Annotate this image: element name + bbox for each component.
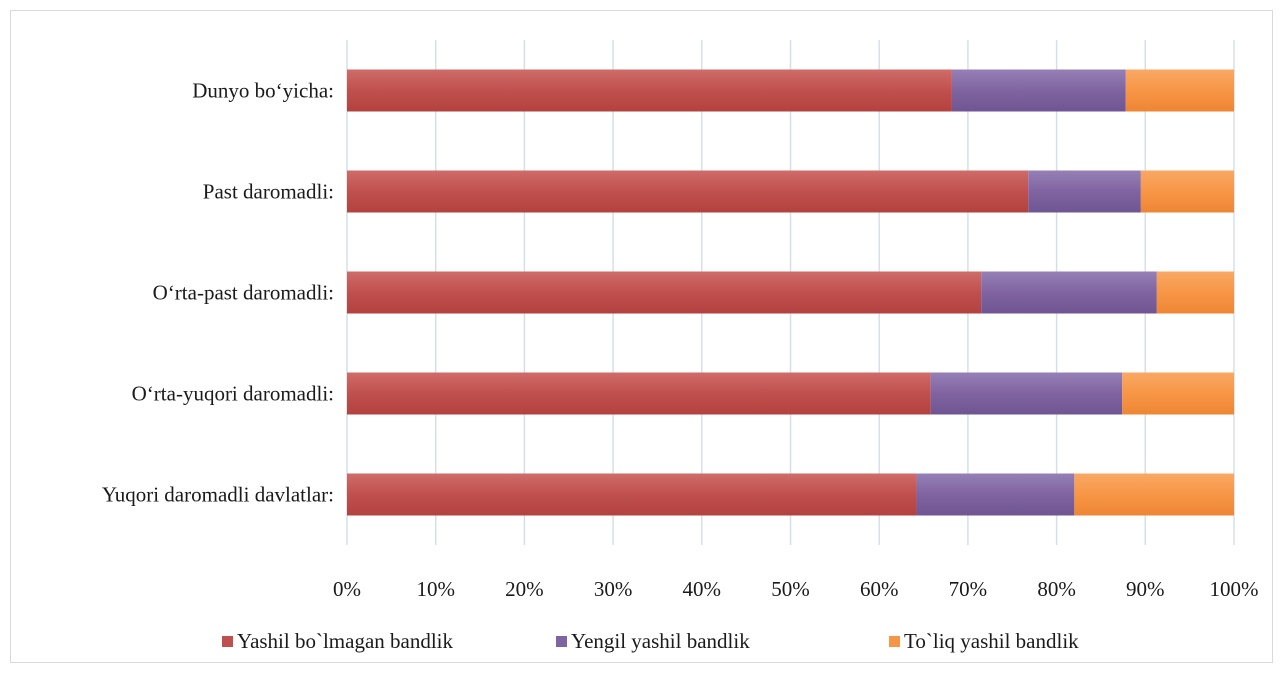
bar-segment bbox=[1140, 170, 1234, 213]
legend-label: Yengil yashil bandlik bbox=[571, 629, 750, 653]
bar-segment bbox=[347, 372, 931, 415]
bar-segment bbox=[347, 473, 917, 516]
bar-segment bbox=[1028, 170, 1141, 213]
x-tick-label: 40% bbox=[683, 577, 722, 601]
x-tick-label: 10% bbox=[416, 577, 455, 601]
bar-segment bbox=[1156, 271, 1234, 314]
chart-frame bbox=[10, 10, 1273, 663]
bar-segment bbox=[930, 372, 1123, 415]
legend-swatch bbox=[556, 636, 567, 647]
legend-label: Yashil bo`lmagan bandlik bbox=[237, 629, 454, 653]
x-tick-label: 70% bbox=[949, 577, 988, 601]
category-label: O‘rta-yuqori daromadli: bbox=[132, 382, 334, 406]
bar-segment bbox=[1074, 473, 1234, 516]
category-label: Past daromadli: bbox=[203, 180, 334, 204]
bar-segment bbox=[951, 69, 1126, 112]
x-tick-label: 50% bbox=[771, 577, 810, 601]
bar-segment bbox=[347, 69, 952, 112]
category-label: Dunyo bo‘yicha: bbox=[192, 79, 334, 103]
bar-segment bbox=[1125, 69, 1234, 112]
x-tick-label: 80% bbox=[1037, 577, 1076, 601]
bar-segment bbox=[916, 473, 1075, 516]
category-label: Yuqori daromadli davlatlar: bbox=[102, 483, 334, 507]
bar-segment bbox=[347, 271, 982, 314]
legend-label: To`liq yashil bandlik bbox=[904, 629, 1079, 653]
legend-swatch bbox=[222, 636, 233, 647]
x-tick-label: 30% bbox=[594, 577, 633, 601]
bar-segment bbox=[1122, 372, 1234, 415]
bar-segment bbox=[981, 271, 1157, 314]
category-label: O‘rta-past daromadli: bbox=[153, 281, 334, 305]
x-tick-label: 60% bbox=[860, 577, 899, 601]
legend-swatch bbox=[889, 636, 900, 647]
bar-segment bbox=[347, 170, 1029, 213]
x-tick-label: 20% bbox=[505, 577, 544, 601]
x-tick-label: 90% bbox=[1126, 577, 1165, 601]
x-tick-label: 100% bbox=[1210, 577, 1259, 601]
x-tick-label: 0% bbox=[333, 577, 361, 601]
